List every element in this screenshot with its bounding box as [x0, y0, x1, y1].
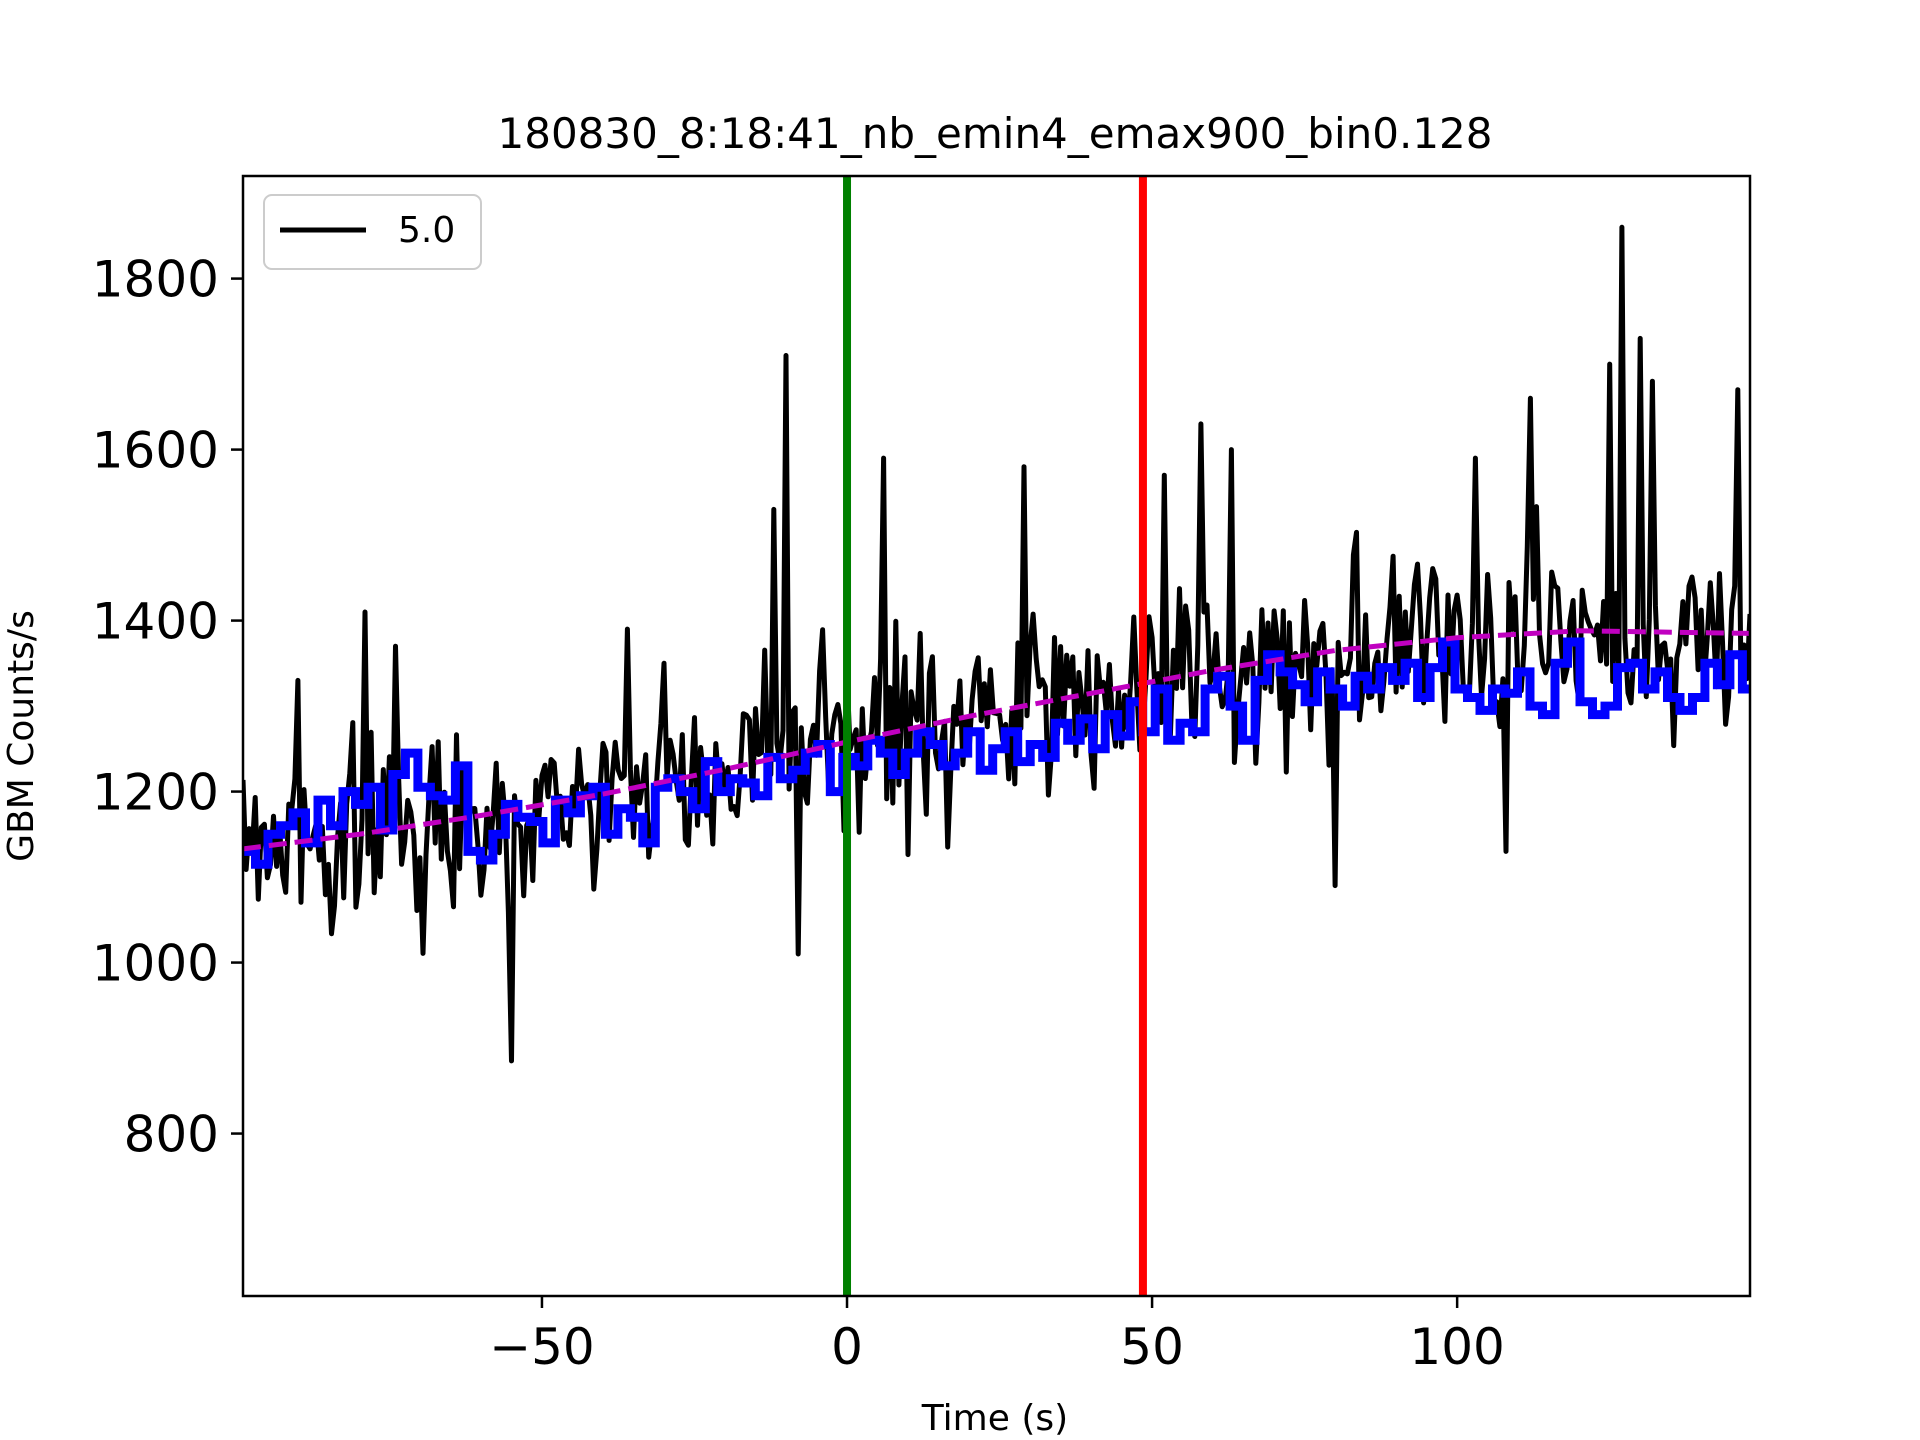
- y-axis-label: GBM Counts/s: [1, 610, 42, 862]
- y-tick-label: 1600: [92, 422, 219, 480]
- legend-label: 5.0: [398, 210, 455, 251]
- x-tick-label: 0: [831, 1318, 863, 1376]
- y-tick-label: 1200: [92, 764, 219, 822]
- y-tick-label: 1000: [92, 935, 219, 993]
- x-tick-label: −50: [489, 1318, 595, 1376]
- y-tick-label: 1400: [92, 593, 219, 651]
- y-tick-label: 800: [124, 1106, 219, 1164]
- y-tick-label: 1800: [92, 251, 219, 309]
- x-axis-label: Time (s): [921, 1398, 1068, 1439]
- x-tick-label: 50: [1120, 1318, 1184, 1376]
- chart-title: 180830_8:18:41_nb_emin4_emax900_bin0.128: [498, 109, 1493, 158]
- legend: 5.0: [264, 195, 481, 269]
- x-tick-label: 100: [1409, 1318, 1504, 1376]
